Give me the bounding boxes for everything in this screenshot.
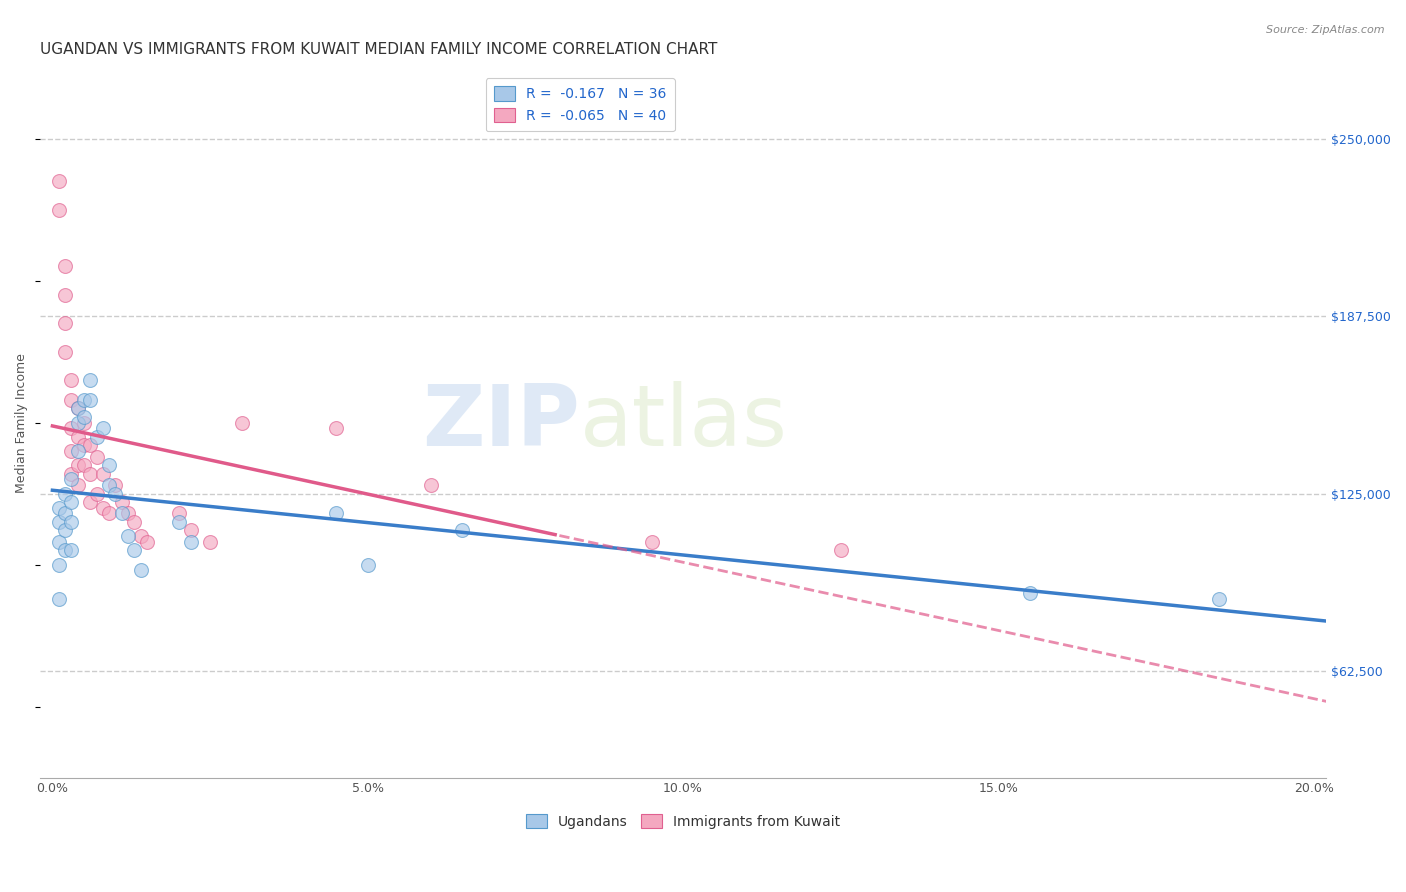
Point <box>60 495 83 509</box>
Point <box>60 421 83 435</box>
Point <box>79 495 101 509</box>
Point <box>73 438 96 452</box>
Point <box>73 392 96 407</box>
Text: Source: ZipAtlas.com: Source: ZipAtlas.com <box>1267 25 1385 35</box>
Point <box>451 524 474 538</box>
Point <box>79 467 101 481</box>
Point <box>180 534 202 549</box>
Point <box>325 421 347 435</box>
Point <box>129 529 152 543</box>
Point <box>60 472 83 486</box>
Point <box>48 202 70 217</box>
Point <box>48 500 70 515</box>
Point <box>60 467 83 481</box>
Point <box>48 591 70 606</box>
Point <box>53 507 76 521</box>
Point <box>124 515 146 529</box>
Text: UGANDAN VS IMMIGRANTS FROM KUWAIT MEDIAN FAMILY INCOME CORRELATION CHART: UGANDAN VS IMMIGRANTS FROM KUWAIT MEDIAN… <box>39 42 717 57</box>
Point <box>73 416 96 430</box>
Point <box>111 507 134 521</box>
Text: atlas: atlas <box>581 381 789 464</box>
Point <box>53 543 76 558</box>
Point <box>66 401 89 416</box>
Point <box>66 430 89 444</box>
Point <box>48 515 70 529</box>
Point <box>60 543 83 558</box>
Point <box>640 534 662 549</box>
Point <box>73 409 96 424</box>
Point <box>53 316 76 330</box>
Point <box>53 344 76 359</box>
Point <box>53 260 76 274</box>
Point <box>117 529 139 543</box>
Point <box>48 558 70 572</box>
Point <box>91 421 114 435</box>
Point <box>357 558 380 572</box>
Point <box>830 543 852 558</box>
Point <box>136 534 159 549</box>
Point <box>66 416 89 430</box>
Point <box>73 458 96 473</box>
Point <box>66 401 89 416</box>
Point <box>111 495 134 509</box>
Point <box>48 534 70 549</box>
Point <box>180 524 202 538</box>
Point <box>1208 591 1230 606</box>
Point <box>48 174 70 188</box>
Point <box>98 507 121 521</box>
Point <box>60 515 83 529</box>
Point <box>231 416 253 430</box>
Point <box>117 507 139 521</box>
Point <box>79 373 101 387</box>
Point <box>198 534 221 549</box>
Point <box>419 478 441 492</box>
Point <box>53 288 76 302</box>
Point <box>1018 586 1040 600</box>
Point <box>66 444 89 458</box>
Point <box>98 478 121 492</box>
Point <box>86 430 108 444</box>
Point <box>167 515 190 529</box>
Point <box>66 458 89 473</box>
Point <box>86 486 108 500</box>
Legend: Ugandans, Immigrants from Kuwait: Ugandans, Immigrants from Kuwait <box>520 808 846 835</box>
Point <box>124 543 146 558</box>
Point <box>167 507 190 521</box>
Point <box>60 373 83 387</box>
Point <box>104 486 127 500</box>
Point <box>325 507 347 521</box>
Point <box>129 563 152 577</box>
Point <box>86 450 108 464</box>
Point <box>60 392 83 407</box>
Text: ZIP: ZIP <box>422 381 581 464</box>
Point <box>79 438 101 452</box>
Point <box>60 444 83 458</box>
Point <box>91 500 114 515</box>
Point <box>66 478 89 492</box>
Point <box>91 467 114 481</box>
Point <box>98 458 121 473</box>
Point <box>79 392 101 407</box>
Point <box>53 524 76 538</box>
Point <box>53 486 76 500</box>
Y-axis label: Median Family Income: Median Family Income <box>15 352 28 492</box>
Point <box>104 478 127 492</box>
